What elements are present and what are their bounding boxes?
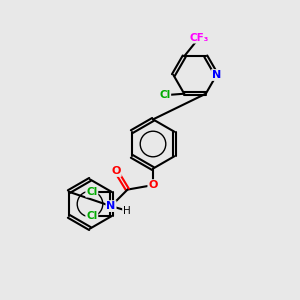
Text: N: N <box>106 201 116 211</box>
Text: O: O <box>111 166 121 176</box>
Text: N: N <box>212 70 221 80</box>
Text: CF₃: CF₃ <box>190 33 209 43</box>
Text: H: H <box>123 206 130 216</box>
Text: Cl: Cl <box>159 90 170 100</box>
Text: Cl: Cl <box>86 187 98 197</box>
Text: Cl: Cl <box>86 211 98 221</box>
Text: O: O <box>148 180 158 190</box>
